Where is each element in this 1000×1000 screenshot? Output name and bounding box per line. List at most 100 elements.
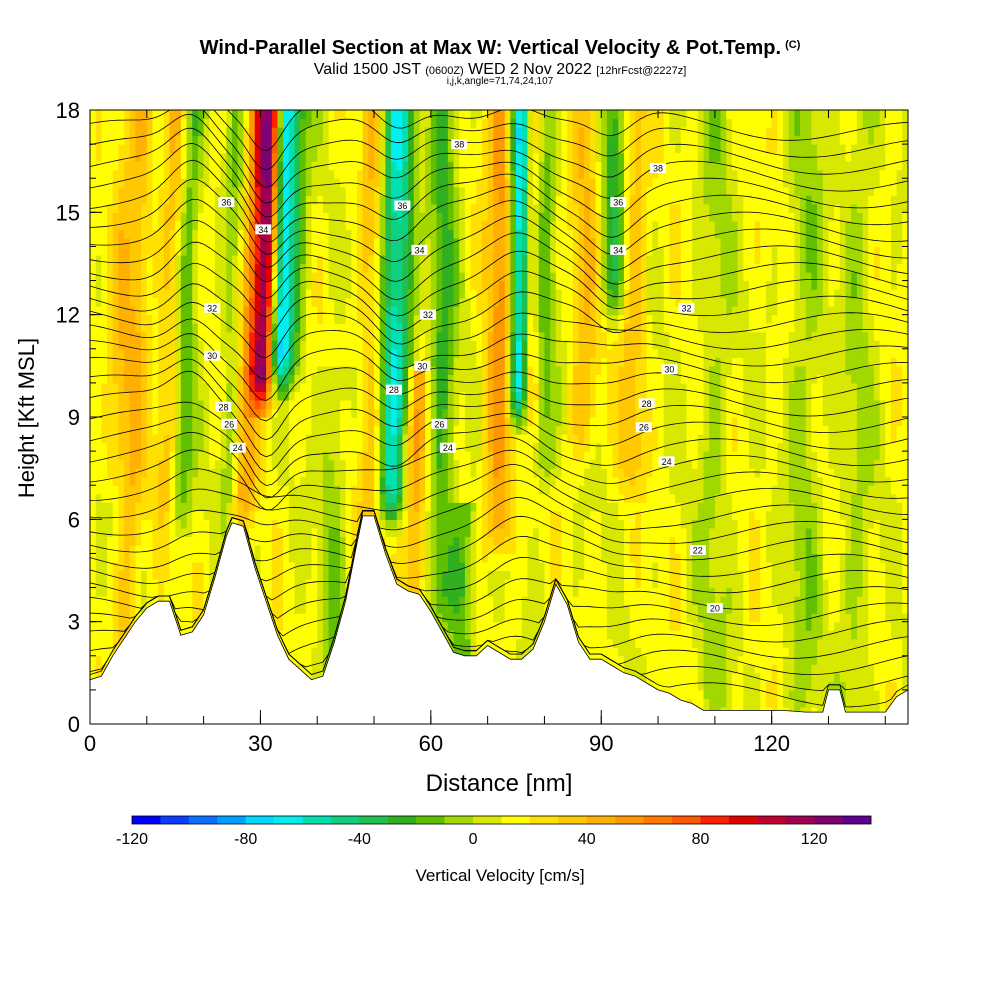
velocity-cell [152,561,159,572]
velocity-cell [527,374,534,384]
velocity-cell [135,391,142,401]
velocity-cell [186,323,193,333]
velocity-cell [169,246,176,256]
velocity-cell [141,587,148,597]
velocity-cell [419,459,426,469]
velocity-cell [351,340,358,350]
velocity-cell [112,289,119,299]
velocity-cell [419,493,426,503]
velocity-cell [544,493,551,503]
velocity-cell [294,263,301,273]
velocity-cell [158,451,165,461]
velocity-cell [283,237,290,248]
velocity-cell [516,638,523,648]
velocity-cell [214,152,222,162]
velocity-cell [351,127,358,137]
velocity-cell [493,237,500,248]
velocity-cell [527,382,534,393]
velocity-cell [158,442,165,452]
velocity-cell [169,331,176,341]
velocity-cell [453,527,460,537]
velocity-cell [209,579,216,589]
velocity-cell [260,144,267,154]
velocity-cell [470,604,477,614]
velocity-cell [391,391,398,401]
velocity-cell [345,186,352,196]
velocity-cell [550,169,557,179]
velocity-cell [141,152,148,162]
velocity-cell [129,434,137,444]
velocity-cell [334,348,341,358]
velocity-cell [152,587,159,597]
velocity-cell [504,357,511,367]
velocity-cell [368,502,375,512]
velocity-cell [527,357,534,367]
velocity-cell [294,434,301,444]
velocity-cell [146,263,154,273]
velocity-cell [300,237,307,248]
velocity-cell [203,382,210,393]
velocity-cell [379,425,386,435]
velocity-cell [368,203,375,213]
velocity-cell [533,382,540,393]
velocity-cell [510,630,517,640]
velocity-cell [158,280,165,290]
velocity-cell [277,110,284,120]
velocity-cell [356,357,364,367]
velocity-cell [124,434,131,444]
velocity-cell [124,374,131,384]
velocity-cell [419,527,426,537]
velocity-cell [288,621,296,631]
velocity-cell [271,263,279,273]
velocity-cell [499,254,506,265]
velocity-cell [163,459,171,469]
velocity-cell [487,425,494,435]
velocity-cell [311,485,318,495]
velocity-cell [550,442,557,452]
velocity-cell [226,382,233,393]
velocity-cell [209,425,216,435]
velocity-cell [112,365,119,375]
velocity-cell [146,152,154,162]
velocity-cell [175,399,182,410]
velocity-cell [169,297,176,307]
velocity-cell [226,118,233,128]
velocity-cell [436,169,443,179]
velocity-cell [453,229,460,239]
velocity-cell [527,485,534,495]
velocity-cell [499,127,506,137]
velocity-cell [249,110,256,120]
velocity-cell [408,186,415,196]
velocity-cell [442,382,449,393]
velocity-cell [305,357,313,367]
velocity-cell [180,203,188,213]
velocity-cell [283,630,290,640]
velocity-cell [146,374,154,384]
velocity-cell [197,408,205,418]
velocity-cell [271,212,279,222]
velocity-cell [169,365,176,375]
velocity-cell [379,442,386,452]
velocity-cell [544,536,551,546]
velocity-cell [345,510,352,520]
velocity-cell [283,408,290,418]
velocity-cell [107,374,114,384]
velocity-cell [260,519,267,529]
velocity-cell [544,434,551,444]
velocity-cell [470,135,477,145]
velocity-cell [90,613,97,623]
velocity-cell [232,485,239,495]
velocity-cell [209,451,216,461]
velocity-cell [300,596,307,606]
velocity-cell [311,144,318,154]
velocity-cell [408,161,415,171]
velocity-cell [283,468,290,478]
velocity-cell [430,280,438,290]
velocity-cell [425,229,432,239]
velocity-cell [379,289,386,299]
velocity-cell [294,365,301,375]
velocity-cell [163,544,171,555]
velocity-cell [550,579,557,589]
velocity-cell [277,306,284,316]
velocity-cell [504,263,511,273]
